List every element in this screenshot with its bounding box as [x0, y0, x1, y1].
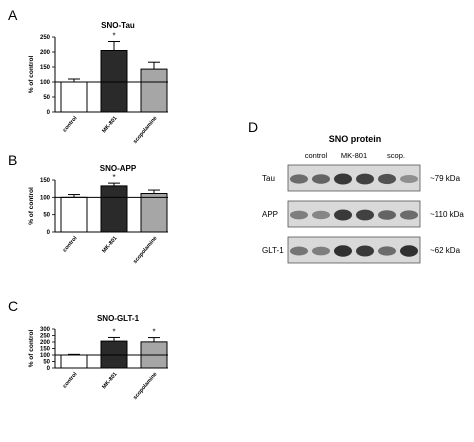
bar-2 [140, 68, 168, 113]
blot-band [334, 209, 352, 221]
y-tick-label: 50 [43, 213, 50, 219]
significance-marker: * [112, 327, 115, 336]
blot-band [378, 210, 396, 220]
category-label: control [62, 115, 79, 133]
chart-title: SNO-GLT-1 [97, 314, 140, 323]
y-tick-label: 150 [40, 347, 51, 353]
molecular-weight-label: ~79 kDa [430, 174, 461, 183]
significance-marker: * [152, 328, 155, 337]
y-tick-label: 250 [40, 35, 51, 41]
y-axis-label: % of control [28, 187, 35, 225]
blot-strip [287, 164, 421, 192]
bar-0 [60, 81, 88, 113]
category-label: scopolamine [132, 371, 158, 401]
y-tick-label: 300 [40, 327, 51, 333]
blot-band [290, 174, 308, 184]
blot-band [400, 245, 418, 257]
panel-label: A [8, 7, 18, 23]
category-label: scopolamine [132, 235, 158, 265]
y-tick-label: 0 [47, 230, 51, 236]
significance-marker: * [112, 32, 115, 41]
protein-label: Tau [262, 174, 275, 183]
significance-marker: * [112, 173, 115, 182]
blot-band [400, 174, 418, 184]
y-tick-label: 200 [40, 50, 51, 56]
y-tick-label: 250 [40, 334, 51, 340]
blot-band [356, 173, 374, 185]
category-label: control [62, 235, 79, 253]
blot-band [290, 246, 308, 256]
blot-band [356, 245, 374, 257]
blot-band [312, 210, 330, 220]
chart-title: SNO-Tau [101, 21, 135, 30]
category-label: MK-801 [101, 235, 118, 254]
panel-label: D [248, 119, 258, 135]
panel-label: C [8, 298, 18, 314]
category-label: scopolamine [132, 115, 158, 145]
category-label: MK-801 [101, 371, 118, 390]
y-tick-label: 100 [40, 195, 51, 201]
panel-label: B [8, 152, 17, 168]
protein-label: APP [262, 210, 278, 219]
blot-band [378, 173, 396, 185]
y-tick-label: 0 [47, 366, 51, 372]
y-tick-label: 100 [40, 353, 51, 359]
y-tick-label: 200 [40, 340, 51, 346]
molecular-weight-label: ~110 kDa [430, 210, 464, 219]
bar-0 [60, 354, 88, 369]
blot-band [334, 173, 352, 185]
category-label: control [62, 371, 79, 389]
bar-0 [60, 196, 88, 233]
blot-band [400, 210, 418, 220]
y-tick-label: 50 [43, 360, 50, 366]
chart-title: SNO-APP [100, 164, 137, 173]
protein-label: GLT-1 [262, 246, 284, 255]
lane-group-label: MK-801 [341, 151, 367, 160]
bar-1 [100, 50, 128, 113]
bar-2 [140, 193, 168, 233]
bar-chart-B: B SNO-APP % of control 0 50 100 150 control * MK-… [8, 152, 168, 265]
y-tick-label: 150 [40, 178, 51, 184]
y-tick-label: 0 [47, 110, 51, 116]
blot-strip [287, 200, 421, 228]
y-axis-label: % of control [28, 56, 35, 94]
blot-band [290, 210, 308, 220]
blot-band [312, 174, 330, 184]
blot-band [334, 245, 352, 257]
blot-band [312, 246, 330, 256]
lane-group-label: control [305, 151, 328, 160]
bar-chart-C: C SNO-GLT-1 % of control 050100150200250300… [8, 298, 168, 401]
lane-group-label: scop. [387, 151, 405, 160]
blot-strip [287, 236, 421, 264]
blot-band [356, 209, 374, 221]
bar-chart-A: A SNO-Tau % of control 0 50 100 150 200 250 contr… [8, 7, 168, 145]
y-tick-label: 50 [43, 95, 50, 101]
molecular-weight-label: ~62 kDa [430, 246, 461, 255]
y-tick-label: 150 [40, 65, 51, 71]
category-label: MK-801 [101, 115, 118, 134]
blot-title: SNO protein [329, 134, 382, 144]
blot-band [378, 246, 396, 256]
y-axis-label: % of control [28, 330, 35, 368]
y-tick-label: 100 [40, 80, 51, 86]
bar-1 [100, 185, 128, 233]
